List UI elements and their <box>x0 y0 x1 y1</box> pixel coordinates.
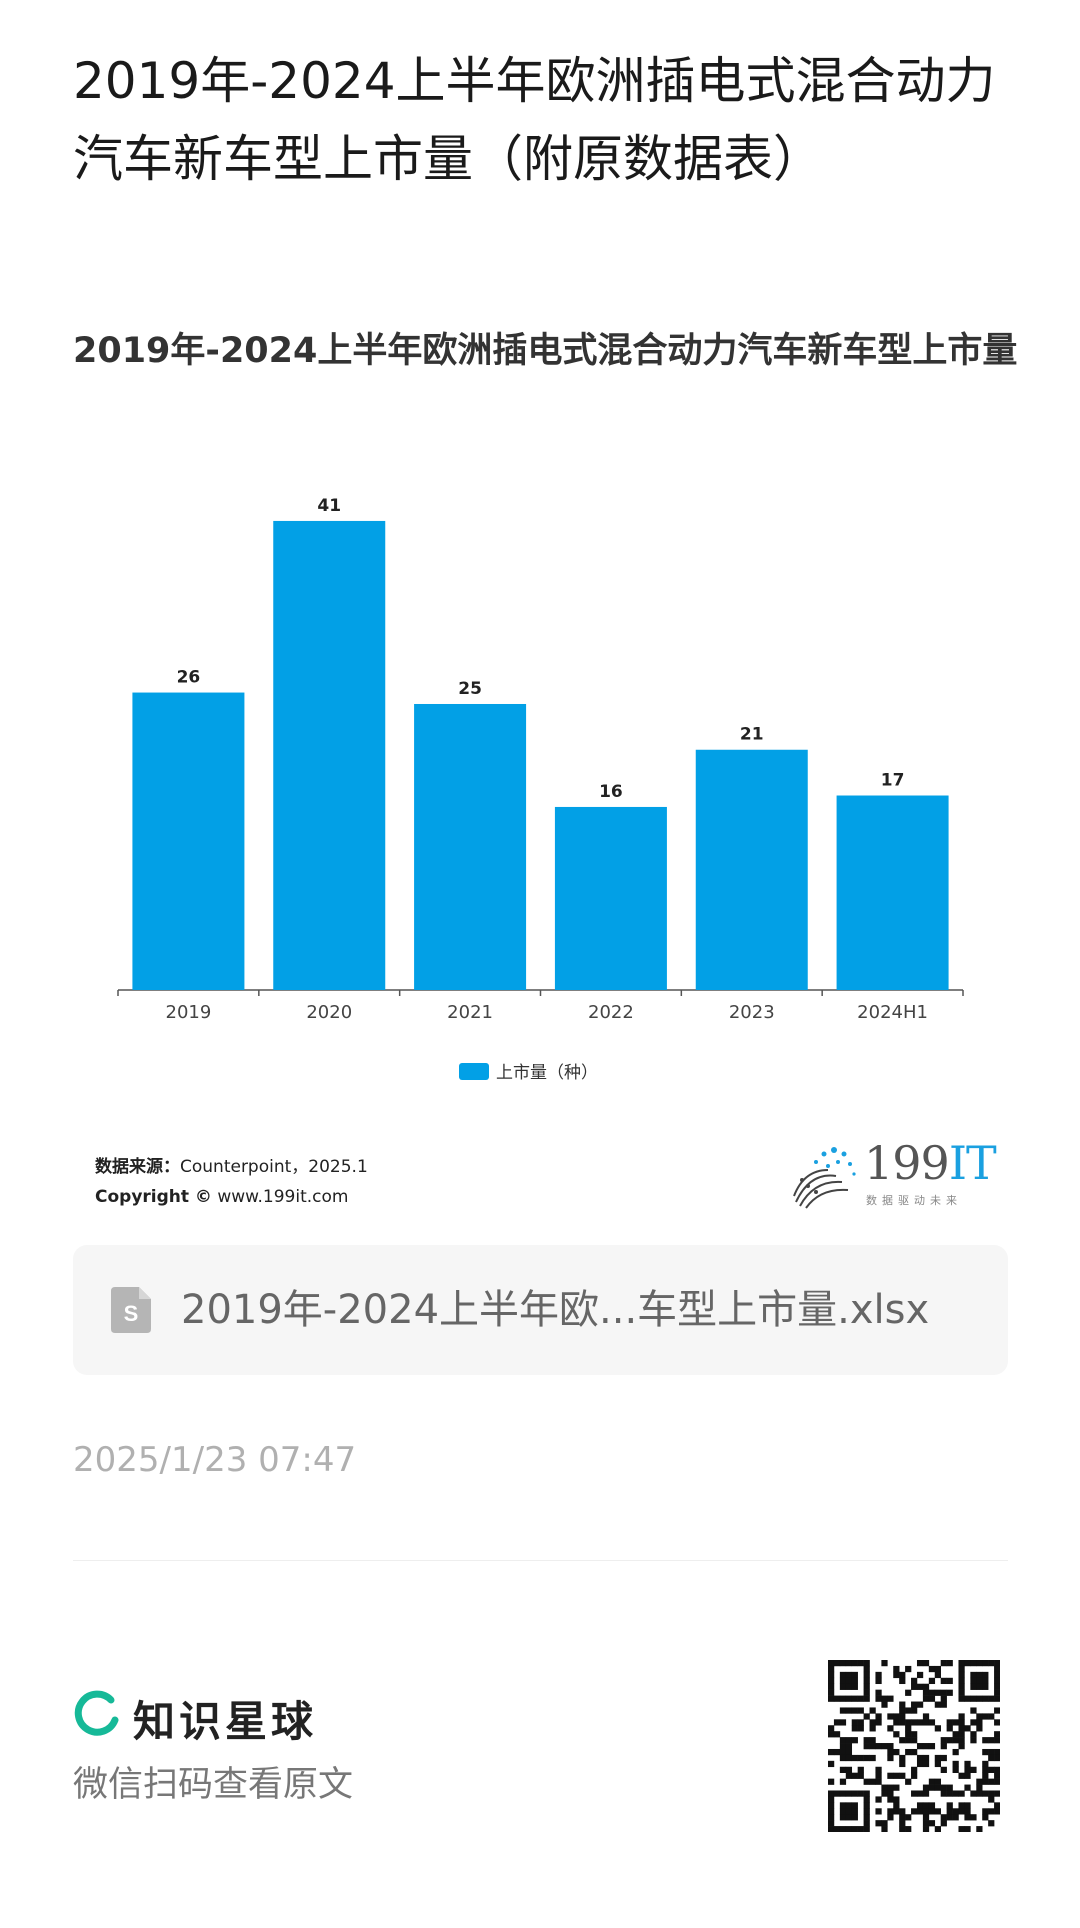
divider <box>73 1560 1008 1561</box>
source-text: Counterpoint，2025.1 <box>180 1157 368 1177</box>
attachment-file-card[interactable]: S 2019年-2024上半年欧...车型上市量.xlsx <box>73 1245 1008 1375</box>
bar-2021 <box>414 703 527 990</box>
source-label: 数据来源： <box>95 1157 180 1177</box>
chart-card: 2019年-2024上半年欧洲插电式混合动力汽车新车型上市量 26 2019 41 2… <box>73 300 1018 1220</box>
logo-wordmark: 199IT <box>864 1136 997 1190</box>
data-label-2023: 21 <box>740 725 764 745</box>
post-timestamp: 2025/1/23 07:47 <box>73 1440 357 1480</box>
data-label-2020: 41 <box>317 496 341 516</box>
bar-2020 <box>273 520 386 990</box>
scan-instruction: 微信扫码查看原文 <box>73 1765 354 1805</box>
brand-name: 知识星球 <box>133 1697 318 1746</box>
bar-chart: 26 2019 41 2020 25 2021 16 2022 21 2023 17 2024H1 上市… <box>117 496 964 1083</box>
bar-2023 <box>695 749 808 990</box>
spreadsheet-file-icon: S <box>111 1287 151 1333</box>
x-tick-label-2021: 2021 <box>447 1002 493 1023</box>
legend-label: 上市量（种） <box>496 1063 598 1083</box>
data-label-2022: 16 <box>599 782 623 802</box>
bar-2024H1 <box>836 795 949 990</box>
x-tick-label-2019: 2019 <box>166 1002 212 1023</box>
copyright-label: Copyright © <box>95 1187 212 1207</box>
file-name[interactable]: 2019年-2024上半年欧...车型上市量.xlsx <box>181 1287 930 1333</box>
qr-code-icon[interactable] <box>828 1660 1000 1832</box>
chart-title: 2019年-2024上半年欧洲插电式混合动力汽车新车型上市量 <box>73 331 1018 371</box>
source-block: 数据来源：Counterpoint，2025.1 Copyright © www… <box>95 1152 368 1212</box>
data-label-2024H1: 17 <box>881 771 905 791</box>
199it-logo: 199IT 数据驱动未来 <box>790 1136 997 1216</box>
copyright-text: www.199it.com <box>217 1187 349 1207</box>
dot-burst-icon <box>793 1147 856 1209</box>
logo-tagline: 数据驱动未来 <box>866 1194 962 1207</box>
bar-2022 <box>554 806 667 990</box>
svg-text:S: S <box>124 1301 139 1326</box>
page-title: 2019年-2024上半年欧洲插电式混合动力汽车新车型上市量（附原数据表） <box>73 52 996 188</box>
bar-2019 <box>132 692 245 990</box>
data-label-2019: 26 <box>177 668 201 688</box>
legend-swatch <box>459 1063 489 1080</box>
x-tick-label-2022: 2022 <box>588 1002 634 1023</box>
data-label-2021: 25 <box>458 679 482 699</box>
x-tick-label-2020: 2020 <box>306 1002 352 1023</box>
zsxq-logo-icon <box>74 1690 119 1736</box>
x-tick-label-2023: 2023 <box>729 1002 775 1023</box>
x-tick-label-2024H1: 2024H1 <box>857 1002 928 1023</box>
